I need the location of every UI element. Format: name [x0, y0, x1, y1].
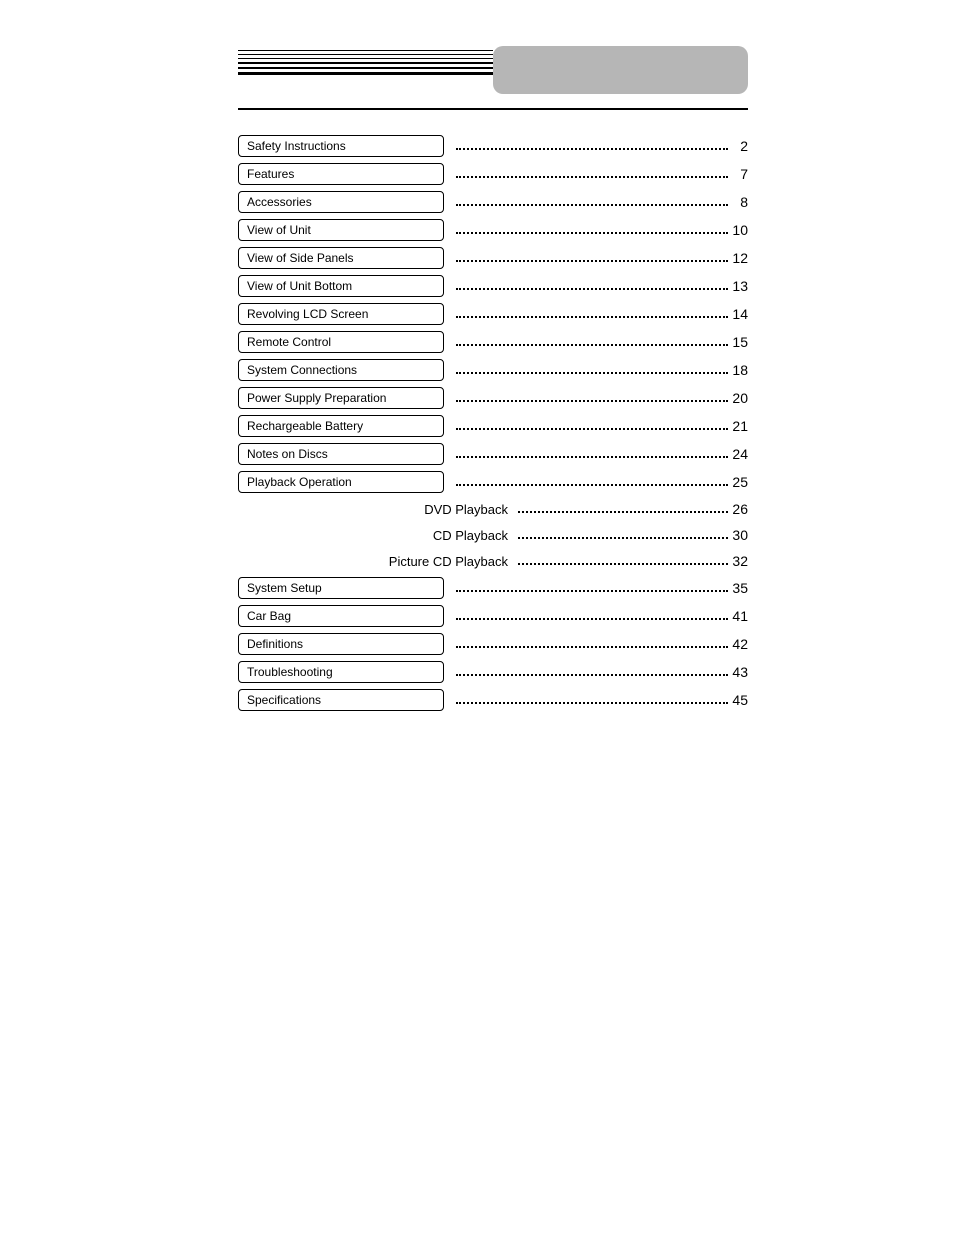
- toc-leader: [456, 420, 728, 430]
- toc-sub-label: DVD Playback: [238, 502, 518, 517]
- toc-leader: [456, 392, 728, 402]
- page-header: [238, 50, 748, 100]
- toc-label: View of Unit: [238, 219, 444, 241]
- toc-entry: Playback Operation 25: [238, 468, 748, 496]
- toc-sub-entry: Picture CD Playback 32: [238, 548, 748, 574]
- toc-entry: Revolving LCD Screen 14: [238, 300, 748, 328]
- toc-entry: System Connections 18: [238, 356, 748, 384]
- toc-page-number: 20: [728, 390, 748, 406]
- header-rule: [238, 67, 493, 69]
- toc-page-number: 45: [728, 692, 748, 708]
- toc-leader: [456, 140, 728, 150]
- toc-label: View of Side Panels: [238, 247, 444, 269]
- toc-label: System Connections: [238, 359, 444, 381]
- header-tab: [493, 46, 748, 94]
- toc-leader: [456, 694, 728, 704]
- toc-page-number: 24: [728, 446, 748, 462]
- toc-page-number: 13: [728, 278, 748, 294]
- toc-page-number: 25: [728, 474, 748, 490]
- toc-leader: [456, 610, 728, 620]
- toc-entry: Accessories 8: [238, 188, 748, 216]
- toc-page-number: 14: [728, 306, 748, 322]
- toc-entry: View of Unit Bottom 13: [238, 272, 748, 300]
- toc-entry: View of Side Panels 12: [238, 244, 748, 272]
- toc-entry: Car Bag 41: [238, 602, 748, 630]
- toc-label: Safety Instructions: [238, 135, 444, 157]
- toc-label: Car Bag: [238, 605, 444, 627]
- toc-page-number: 15: [728, 334, 748, 350]
- toc-page-number: 42: [728, 636, 748, 652]
- toc-label: Power Supply Preparation: [238, 387, 444, 409]
- toc-entry: Definitions 42: [238, 630, 748, 658]
- toc-label: Playback Operation: [238, 471, 444, 493]
- toc-page-number: 7: [728, 166, 748, 182]
- header-rule: [238, 50, 493, 51]
- toc-leader: [518, 529, 728, 539]
- toc-entry: Power Supply Preparation 20: [238, 384, 748, 412]
- manual-page: Safety Instructions 2 Features 7 Accessories…: [238, 50, 748, 714]
- toc-page-number: 30: [728, 527, 748, 543]
- toc-sub-entry: DVD Playback 26: [238, 496, 748, 522]
- toc-label: Definitions: [238, 633, 444, 655]
- toc-page-number: 8: [728, 194, 748, 210]
- toc-leader: [456, 224, 728, 234]
- toc-entry: Safety Instructions 2: [238, 132, 748, 160]
- header-rule: [238, 54, 493, 55]
- toc-label: Remote Control: [238, 331, 444, 353]
- toc-page-number: 10: [728, 222, 748, 238]
- toc-leader: [518, 555, 728, 565]
- toc-entry: Features 7: [238, 160, 748, 188]
- toc-label: Specifications: [238, 689, 444, 711]
- toc-leader: [456, 196, 728, 206]
- toc-leader: [518, 503, 728, 513]
- toc-leader: [456, 364, 728, 374]
- toc-page-number: 26: [728, 501, 748, 517]
- toc-label: Troubleshooting: [238, 661, 444, 683]
- toc-label: System Setup: [238, 577, 444, 599]
- toc-entry: Notes on Discs 24: [238, 440, 748, 468]
- toc-entry: Troubleshooting 43: [238, 658, 748, 686]
- toc-label: Rechargeable Battery: [238, 415, 444, 437]
- toc-entry: Rechargeable Battery 21: [238, 412, 748, 440]
- toc-leader: [456, 448, 728, 458]
- toc-entry: System Setup 35: [238, 574, 748, 602]
- toc-page-number: 32: [728, 553, 748, 569]
- toc-leader: [456, 168, 728, 178]
- toc-page-number: 12: [728, 250, 748, 266]
- toc-leader: [456, 638, 728, 648]
- toc-page-number: 43: [728, 664, 748, 680]
- table-of-contents: Safety Instructions 2 Features 7 Accessories…: [238, 132, 748, 714]
- toc-page-number: 2: [728, 138, 748, 154]
- header-rules: [238, 50, 493, 75]
- toc-page-number: 21: [728, 418, 748, 434]
- header-rule: [238, 62, 493, 64]
- toc-entry: View of Unit 10: [238, 216, 748, 244]
- header-underline: [238, 108, 748, 110]
- toc-label: Notes on Discs: [238, 443, 444, 465]
- toc-leader: [456, 252, 728, 262]
- toc-page-number: 18: [728, 362, 748, 378]
- toc-leader: [456, 666, 728, 676]
- toc-sub-entry: CD Playback 30: [238, 522, 748, 548]
- toc-entry: Remote Control 15: [238, 328, 748, 356]
- toc-page-number: 41: [728, 608, 748, 624]
- toc-label: Revolving LCD Screen: [238, 303, 444, 325]
- toc-leader: [456, 336, 728, 346]
- toc-leader: [456, 280, 728, 290]
- toc-label: Accessories: [238, 191, 444, 213]
- toc-entry: Specifications 45: [238, 686, 748, 714]
- toc-label: View of Unit Bottom: [238, 275, 444, 297]
- toc-page-number: 35: [728, 580, 748, 596]
- toc-leader: [456, 476, 728, 486]
- header-rule: [238, 58, 493, 59]
- toc-leader: [456, 582, 728, 592]
- header-rule: [238, 72, 493, 75]
- toc-leader: [456, 308, 728, 318]
- toc-sub-label: Picture CD Playback: [238, 554, 518, 569]
- toc-label: Features: [238, 163, 444, 185]
- toc-sub-label: CD Playback: [238, 528, 518, 543]
